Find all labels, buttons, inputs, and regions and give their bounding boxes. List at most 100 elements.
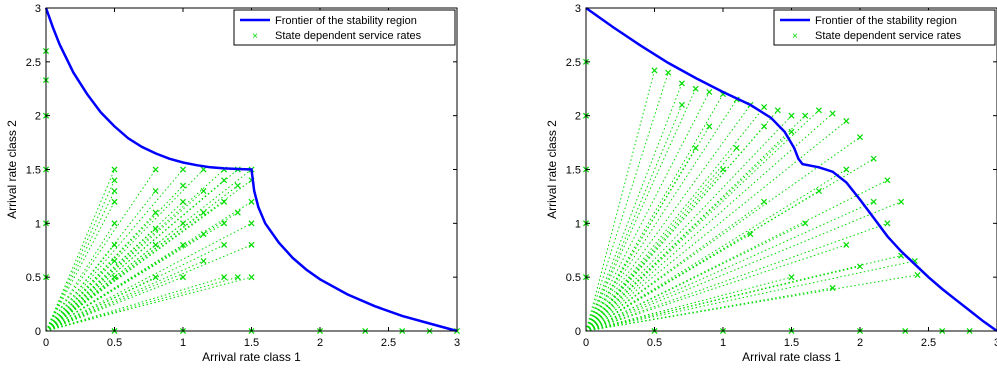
left-ray <box>45 169 184 332</box>
right-ray <box>585 109 820 332</box>
left-service-rate-point <box>152 188 159 195</box>
left-ray <box>45 185 239 332</box>
right-ray <box>585 244 847 332</box>
left-ray <box>45 190 204 332</box>
right-x-ticks: 0 0.5 1 1.5 2 2.5 3 <box>583 8 997 349</box>
left-ray <box>45 222 225 332</box>
left-service-rate-point <box>111 188 118 195</box>
left-y-tick-label: 2.5 <box>26 57 41 69</box>
right-service-rate-point <box>815 188 822 195</box>
left-service-rate-point <box>234 274 241 281</box>
left-x-tick-label: 0.5 <box>107 337 122 349</box>
left-chart: 0 0.5 1 1.5 2 2.5 3 0 0.5 1 1.5 2 2.5 3 Arrival rate… <box>5 3 460 364</box>
left-x-tick-label: 3 <box>454 337 460 349</box>
right-ray <box>585 126 765 332</box>
left-y-tick-label: 0.5 <box>26 272 41 284</box>
left-service-rate-point <box>111 274 118 281</box>
right-ray <box>585 260 915 332</box>
left-service-rate-point <box>234 209 241 216</box>
left-service-rate-point <box>248 241 255 248</box>
left-y-ticks: 0 0.5 1 1.5 2 2.5 3 <box>26 3 457 338</box>
right-service-rate-point <box>747 231 754 238</box>
right-legend-box <box>773 9 996 46</box>
left-service-rate-point <box>200 188 207 195</box>
left-ray <box>45 201 252 332</box>
left-service-rate-point <box>179 182 187 189</box>
left-y-tick-label: 1 <box>35 218 41 230</box>
right-x-tick-label: 2 <box>857 337 863 349</box>
left-ray <box>45 244 225 332</box>
right-ray <box>585 169 724 332</box>
right-ray <box>585 99 738 332</box>
right-rays <box>585 70 918 332</box>
right-service-rate-point <box>870 198 877 205</box>
right-service-rate-point <box>843 241 850 248</box>
right-ray <box>585 83 683 332</box>
left-service-rate-point <box>152 241 159 248</box>
right-service-rate-point <box>665 69 672 76</box>
right-service-rate-point <box>761 198 768 205</box>
left-ray <box>45 244 252 332</box>
right-x-tick-label: 2.5 <box>921 337 936 349</box>
right-service-rate-point <box>802 112 809 119</box>
right-ray <box>585 179 888 332</box>
left-x-tick-label: 2 <box>317 337 323 349</box>
right-ray <box>585 104 751 332</box>
left-ray <box>45 179 252 332</box>
right-legend-entry-service-rates: State dependent service rates <box>815 30 962 42</box>
left-service-rate-point <box>179 220 187 227</box>
right-legend: Frontier of the stability region × State… <box>773 9 996 46</box>
left-ray <box>45 201 115 332</box>
right-x-tick-label: 1.5 <box>784 337 799 349</box>
right-y-tick-label: 1.5 <box>566 165 581 177</box>
left-ray <box>45 201 184 332</box>
left-ray <box>45 185 184 332</box>
left-ray <box>45 169 225 332</box>
left-y-tick-label: 1.5 <box>26 165 41 177</box>
left-service-rate-point <box>200 231 207 238</box>
left-service-rate-point <box>152 274 159 281</box>
right-service-rate-point <box>815 107 822 114</box>
left-service-rate-point <box>221 220 228 227</box>
left-legend-box <box>233 9 456 46</box>
right-ray <box>585 106 765 332</box>
left-x-tick-label: 1 <box>180 337 186 349</box>
right-service-rate-point <box>884 177 891 184</box>
right-y-ticks: 0 0.5 1 1.5 2 2.5 3 <box>566 3 997 338</box>
right-ray <box>585 115 792 332</box>
right-service-rate-point <box>678 101 685 108</box>
right-service-rate-point <box>788 274 795 281</box>
left-service-rate-point <box>179 241 187 248</box>
left-ray <box>45 169 157 332</box>
right-ray <box>585 276 792 332</box>
left-ray <box>45 222 252 332</box>
left-service-rate-point <box>234 182 241 189</box>
left-service-rate-point <box>179 166 187 173</box>
left-ray <box>45 212 156 332</box>
right-ray <box>585 93 724 332</box>
right-ray <box>585 158 874 332</box>
left-ray <box>45 169 204 332</box>
left-ray <box>45 276 225 332</box>
left-service-rate-point <box>152 166 159 173</box>
right-service-rate-point <box>761 104 768 111</box>
right-service-rate-point <box>678 80 685 87</box>
left-ray <box>45 212 239 332</box>
right-y-axis-label: Arrival rate class 2 <box>545 120 559 219</box>
right-x-tick-label: 3 <box>994 337 997 349</box>
left-ray <box>45 276 238 332</box>
left-frontier-line <box>44 7 458 333</box>
right-y-tick-label: 0.5 <box>566 272 581 284</box>
right-ray <box>585 88 697 332</box>
left-x-ticks: 0 0.5 1 1.5 2 2.5 3 <box>43 8 460 349</box>
right-service-rate-point <box>884 220 891 227</box>
left-ray <box>45 276 184 332</box>
right-service-rate-point <box>761 123 768 130</box>
right-service-rate-point <box>870 155 877 162</box>
right-service-rate-point <box>829 110 836 117</box>
left-service-rate-point <box>111 220 118 227</box>
left-service-rate-point <box>248 274 255 281</box>
right-service-rate-point <box>856 134 864 141</box>
right-service-rate-point <box>856 263 864 270</box>
left-legend-marker-swatch: × <box>252 31 258 42</box>
